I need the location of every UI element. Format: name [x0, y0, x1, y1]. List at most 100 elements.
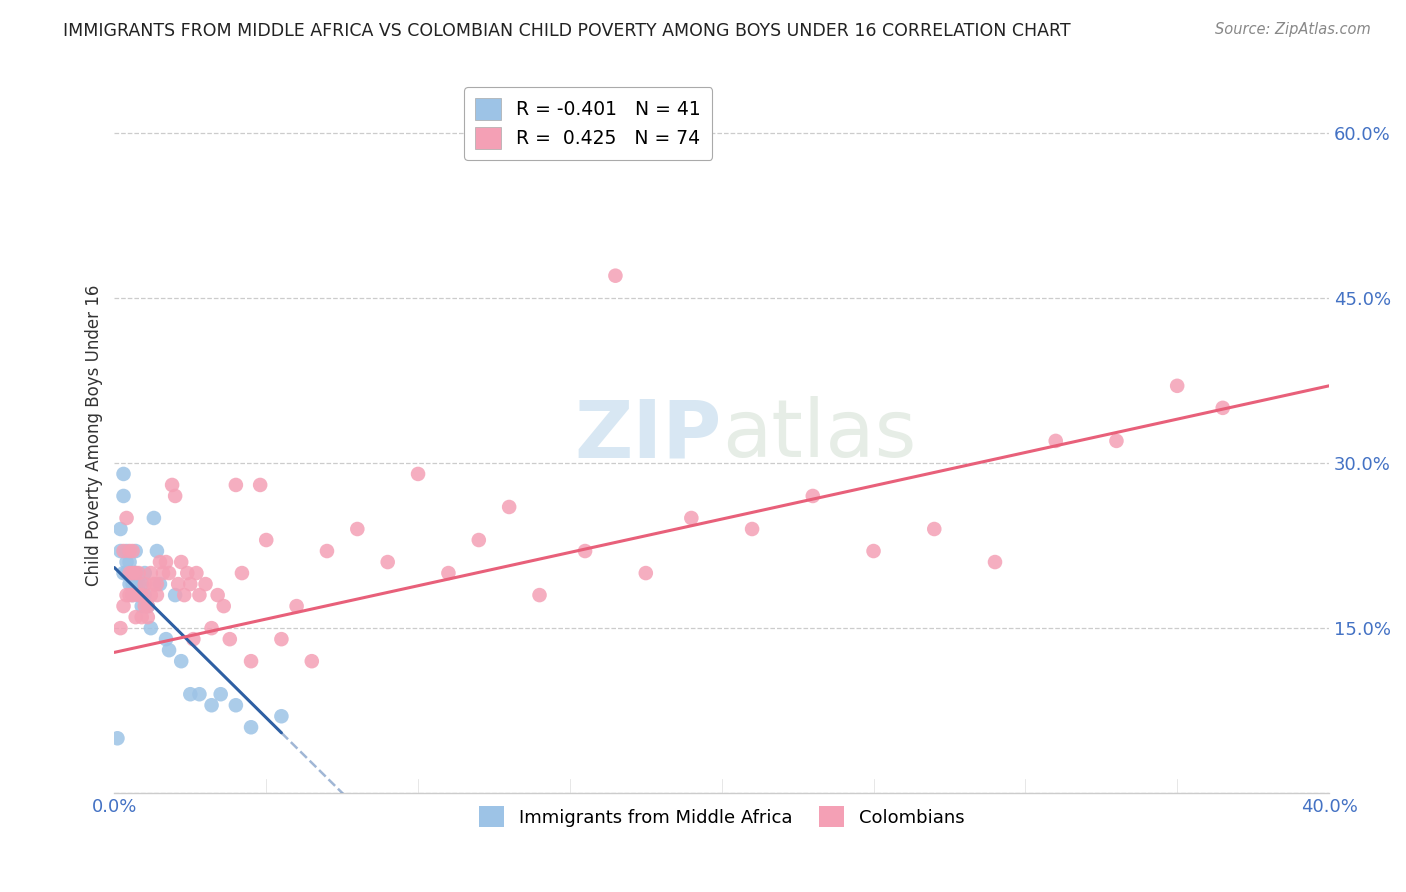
Point: [112, 489, 135, 503]
Point: [124, 566, 146, 580]
Point: [121, 577, 143, 591]
Point: [110, 522, 132, 536]
Point: [139, 621, 162, 635]
Point: [110, 621, 132, 635]
Point: [128, 588, 150, 602]
Point: [139, 588, 162, 602]
Point: [121, 544, 143, 558]
Point: [118, 566, 141, 580]
Point: [136, 599, 159, 613]
Point: [115, 555, 138, 569]
Point: [254, 533, 277, 547]
Point: [377, 555, 399, 569]
Point: [112, 544, 135, 558]
Point: [922, 522, 945, 536]
Point: [142, 577, 165, 591]
Point: [574, 544, 596, 558]
Point: [270, 632, 292, 647]
Point: [529, 588, 551, 602]
Point: [155, 555, 177, 569]
Point: [634, 566, 657, 580]
Point: [124, 544, 146, 558]
Point: [188, 687, 211, 701]
Point: [231, 566, 253, 580]
Point: [124, 566, 146, 580]
Point: [1045, 434, 1067, 448]
Point: [212, 599, 235, 613]
Point: [112, 566, 135, 580]
Point: [124, 566, 146, 580]
Point: [131, 599, 153, 613]
Point: [128, 566, 150, 580]
Point: [136, 599, 159, 613]
Point: [186, 566, 208, 580]
Point: [270, 709, 292, 723]
Point: [131, 577, 153, 591]
Point: [118, 588, 141, 602]
Point: [128, 588, 150, 602]
Point: [110, 544, 132, 558]
Point: [1212, 401, 1234, 415]
Point: [131, 588, 153, 602]
Point: [115, 544, 138, 558]
Point: [118, 544, 141, 558]
Y-axis label: Child Poverty Among Boys Under 16: Child Poverty Among Boys Under 16: [86, 285, 103, 586]
Point: [984, 555, 1007, 569]
Point: [118, 566, 141, 580]
Point: [346, 522, 368, 536]
Point: [142, 511, 165, 525]
Point: [112, 599, 135, 613]
Point: [165, 489, 187, 503]
Point: [173, 588, 195, 602]
Point: [124, 610, 146, 624]
Point: [209, 687, 232, 701]
Point: [605, 268, 627, 283]
Point: [118, 577, 141, 591]
Point: [1105, 434, 1128, 448]
Point: [107, 731, 129, 746]
Point: [149, 555, 172, 569]
Point: [121, 588, 143, 602]
Point: [146, 544, 169, 558]
Point: [316, 544, 339, 558]
Point: [301, 654, 323, 668]
Text: IMMIGRANTS FROM MIDDLE AFRICA VS COLOMBIAN CHILD POVERTY AMONG BOYS UNDER 16 COR: IMMIGRANTS FROM MIDDLE AFRICA VS COLOMBI…: [63, 22, 1071, 40]
Point: [498, 500, 520, 514]
Point: [128, 577, 150, 591]
Point: [152, 566, 174, 580]
Point: [468, 533, 491, 547]
Point: [681, 511, 703, 525]
Point: [249, 478, 271, 492]
Point: [179, 687, 201, 701]
Point: [218, 632, 240, 647]
Point: [801, 489, 824, 503]
Point: [200, 621, 222, 635]
Point: [862, 544, 884, 558]
Point: [139, 566, 162, 580]
Point: [134, 599, 156, 613]
Point: [155, 632, 177, 647]
Point: [240, 720, 263, 734]
Point: [131, 610, 153, 624]
Legend: Immigrants from Middle Africa, Colombians: Immigrants from Middle Africa, Colombian…: [471, 799, 972, 834]
Point: [170, 654, 193, 668]
Point: [285, 599, 308, 613]
Point: [134, 588, 156, 602]
Point: [121, 588, 143, 602]
Point: [225, 698, 247, 713]
Point: [121, 566, 143, 580]
Point: [194, 577, 217, 591]
Point: [124, 577, 146, 591]
Point: [146, 588, 169, 602]
Point: [115, 566, 138, 580]
Point: [207, 588, 229, 602]
Point: [121, 566, 143, 580]
Point: [149, 577, 172, 591]
Point: [437, 566, 460, 580]
Text: ZIP: ZIP: [575, 396, 721, 475]
Point: [188, 588, 211, 602]
Point: [1166, 379, 1188, 393]
Point: [176, 566, 198, 580]
Point: [134, 566, 156, 580]
Point: [200, 698, 222, 713]
